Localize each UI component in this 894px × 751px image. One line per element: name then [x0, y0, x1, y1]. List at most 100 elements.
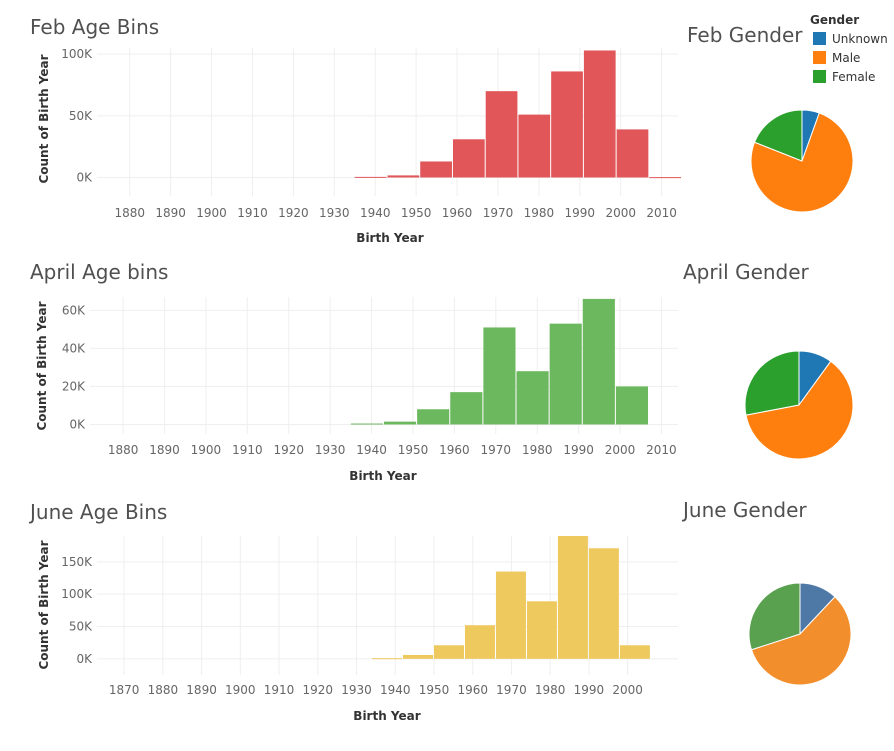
histogram-bar[interactable]: [619, 645, 650, 659]
pie-slice-male[interactable]: [745, 360, 854, 460]
y-tick-label: 20K: [62, 379, 86, 393]
histogram-bar[interactable]: [450, 392, 483, 425]
x-tick-label: 1880: [114, 206, 145, 220]
histogram-bar[interactable]: [384, 421, 417, 425]
feb-pie-title: Feb Gender: [687, 23, 803, 47]
x-tick-label: 2010: [646, 443, 677, 457]
histogram-bar[interactable]: [649, 177, 682, 179]
histogram-bar[interactable]: [549, 323, 582, 425]
pie-slice-female[interactable]: [748, 582, 801, 651]
histogram-bar[interactable]: [483, 327, 516, 425]
x-tick-label: 1910: [232, 443, 263, 457]
histogram-bar[interactable]: [495, 571, 526, 659]
histogram-bar[interactable]: [588, 548, 619, 659]
june-pie-title: June Gender: [681, 498, 807, 522]
histogram-bar[interactable]: [616, 129, 649, 178]
x-tick-label: 1960: [442, 206, 473, 220]
legend-label-unknown: Unknown: [832, 32, 888, 46]
pie-slice-male[interactable]: [750, 112, 854, 213]
histogram-bar[interactable]: [615, 386, 649, 425]
histogram-bar[interactable]: [516, 371, 549, 425]
histogram-bar[interactable]: [452, 139, 485, 178]
histogram-bar[interactable]: [402, 654, 433, 659]
histogram-bar[interactable]: [464, 625, 495, 659]
april-gender-pie: [744, 350, 854, 460]
june-x-axis-title: Birth Year: [353, 709, 420, 723]
histogram-bar[interactable]: [518, 114, 551, 178]
june-y-axis-title: Count of Birth Year: [37, 540, 51, 669]
x-tick-label: 1920: [303, 683, 334, 697]
x-tick-label: 1940: [380, 683, 411, 697]
x-tick-label: 1930: [341, 683, 372, 697]
june-hist-title: June Age Bins: [28, 500, 167, 524]
x-tick-label: 1980: [522, 443, 553, 457]
x-tick-label: 1910: [264, 683, 295, 697]
y-tick-label: 100K: [61, 587, 93, 601]
pie-slice-female[interactable]: [744, 350, 800, 416]
june-age-histogram: 0K 50K 100K 150K 1870 1880 1890 1900 1910 1920 193…: [61, 536, 678, 697]
pie-slice-female[interactable]: [753, 109, 803, 162]
histogram-bar[interactable]: [557, 536, 588, 659]
histogram-bar[interactable]: [582, 298, 615, 425]
histogram-bar[interactable]: [417, 409, 450, 425]
y-tick-label: 50K: [69, 109, 93, 123]
histogram-bar[interactable]: [583, 50, 616, 178]
legend-swatch-male: [813, 51, 826, 64]
x-tick-label: 2000: [612, 683, 643, 697]
histogram-bar[interactable]: [372, 658, 402, 660]
x-tick-label: 1890: [155, 206, 186, 220]
feb-gender-pie: [750, 109, 854, 213]
x-tick-label: 1930: [315, 443, 346, 457]
y-tick-label: 100K: [61, 47, 93, 61]
histogram-bar[interactable]: [420, 161, 452, 178]
june-gender-pie: [748, 582, 852, 686]
pie-slice-male[interactable]: [750, 596, 852, 686]
x-tick-label: 1970: [481, 443, 512, 457]
histogram-bar[interactable]: [350, 423, 383, 425]
x-tick-label: 1890: [186, 683, 217, 697]
x-tick-label: 2000: [605, 206, 636, 220]
legend-swatch-unknown: [813, 32, 826, 45]
x-tick-label: 1880: [108, 443, 139, 457]
y-tick-label: 40K: [62, 341, 86, 355]
histogram-bar[interactable]: [433, 645, 464, 659]
x-tick-label: 1910: [237, 206, 268, 220]
x-tick-label: 1990: [563, 443, 594, 457]
x-tick-label: 2000: [605, 443, 636, 457]
feb-hist-title: Feb Age Bins: [30, 15, 159, 39]
legend-label-female: Female: [832, 70, 875, 84]
y-tick-label: 0K: [76, 171, 93, 185]
histogram-bar[interactable]: [551, 71, 583, 178]
histogram-bar[interactable]: [485, 91, 518, 178]
legend-swatch-female: [813, 70, 826, 83]
x-tick-label: 1940: [360, 206, 391, 220]
x-tick-label: 1870: [109, 683, 140, 697]
x-tick-label: 1900: [191, 443, 222, 457]
feb-x-axis-title: Birth Year: [356, 231, 423, 245]
histogram-bar[interactable]: [387, 175, 420, 178]
april-x-axis-title: Birth Year: [349, 469, 416, 483]
x-tick-label: 1960: [457, 683, 488, 697]
x-tick-label: 1950: [419, 683, 450, 697]
x-tick-label: 1930: [319, 206, 350, 220]
april-y-axis-title: Count of Birth Year: [35, 301, 49, 430]
histogram-bar[interactable]: [354, 176, 387, 178]
april-hist-title: April Age bins: [30, 260, 168, 284]
y-tick-label: 50K: [69, 620, 93, 634]
x-tick-label: 1970: [483, 206, 514, 220]
x-tick-label: 1980: [524, 206, 555, 220]
y-tick-label: 0K: [69, 417, 86, 431]
x-tick-label: 1900: [225, 683, 256, 697]
legend-title: Gender: [810, 13, 859, 27]
y-tick-label: 150K: [61, 555, 93, 569]
feb-age-histogram: 0K 50K 100K 1880 1890 1900 1910 1920 1930 1940 195…: [61, 47, 682, 220]
x-tick-label: 1950: [398, 443, 429, 457]
legend-label-male: Male: [832, 51, 860, 65]
x-tick-label: 1980: [535, 683, 566, 697]
x-tick-label: 1990: [565, 206, 596, 220]
april-age-histogram: 0K 20K 40K 60K 1880 1890 1900 1910 1920 1930 1940 1…: [62, 297, 678, 457]
y-tick-label: 60K: [62, 303, 86, 317]
histogram-bar[interactable]: [526, 601, 557, 659]
x-tick-label: 1890: [149, 443, 180, 457]
